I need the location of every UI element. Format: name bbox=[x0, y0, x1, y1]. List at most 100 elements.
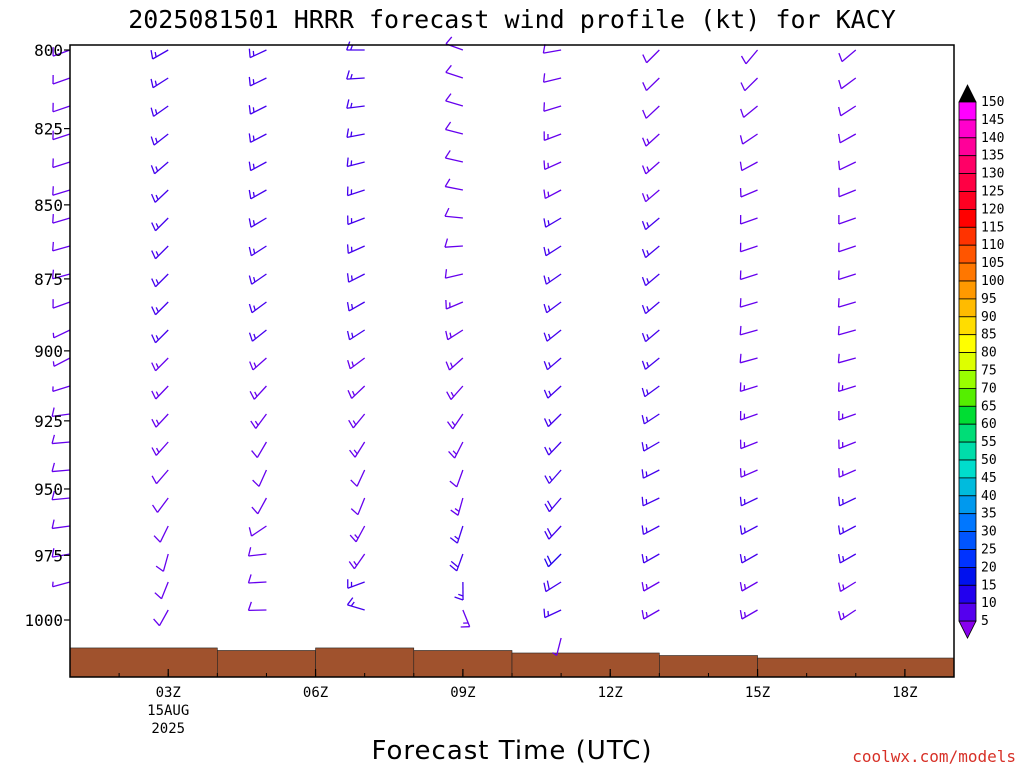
colorbar-label-125: 125 bbox=[981, 185, 1004, 200]
wind-barb bbox=[52, 102, 71, 113]
colorbar-swatch bbox=[958, 101, 977, 121]
wind-barb bbox=[51, 490, 71, 501]
wind-barb bbox=[248, 301, 267, 314]
colorbar-label-110: 110 bbox=[981, 238, 1004, 253]
wind-barb bbox=[739, 553, 758, 564]
wind-barb bbox=[51, 581, 71, 588]
wind-barb bbox=[837, 270, 856, 281]
colorbar-label-20: 20 bbox=[981, 560, 997, 575]
wind-barb bbox=[641, 385, 660, 398]
wind-barb bbox=[151, 273, 169, 288]
colorbar-label-85: 85 bbox=[981, 328, 997, 343]
wind-barb bbox=[248, 48, 267, 59]
wind-barb bbox=[838, 496, 857, 507]
colorbar-label-10: 10 bbox=[981, 596, 997, 611]
wind-barb bbox=[838, 468, 857, 478]
y-tick-label-1000: 1000 bbox=[24, 611, 63, 630]
wind-barb bbox=[151, 441, 169, 456]
wind-barb bbox=[641, 357, 660, 370]
colorbar-bottom-arrow bbox=[958, 620, 977, 639]
colorbar-label-90: 90 bbox=[981, 310, 997, 325]
colorbar-swatch bbox=[958, 262, 977, 282]
colorbar-swatch bbox=[958, 137, 977, 157]
wind-barb bbox=[151, 497, 169, 513]
wind-barb bbox=[543, 273, 562, 285]
wind-barb bbox=[52, 158, 71, 169]
colorbar-label-100: 100 bbox=[981, 274, 1004, 289]
colorbar-swatch bbox=[958, 191, 977, 210]
colorbar-swatch bbox=[958, 119, 977, 139]
wind-barb bbox=[250, 413, 267, 429]
terrain-segment-4 bbox=[511, 652, 660, 678]
colorbar-swatch bbox=[958, 387, 977, 407]
wind-barb bbox=[347, 357, 366, 370]
wind-barb bbox=[248, 245, 267, 257]
wind-barb bbox=[445, 64, 464, 79]
wind-barb bbox=[346, 244, 365, 254]
colorbar-label-75: 75 bbox=[981, 364, 997, 379]
wind-barb bbox=[449, 525, 464, 544]
y-tick-label-800: 800 bbox=[34, 41, 63, 60]
wind-barb bbox=[150, 49, 169, 60]
wind-barb bbox=[349, 441, 366, 458]
wind-barb bbox=[739, 270, 758, 281]
wind-barb bbox=[543, 102, 562, 112]
wind-barb bbox=[739, 215, 758, 225]
colorbar-swatch bbox=[958, 316, 977, 336]
y-tick-label-825: 825 bbox=[34, 120, 63, 139]
wind-barb bbox=[450, 497, 464, 516]
x-axis: 03Z 15AUG 2025 06Z 09Z 12Z 15Z 18Z bbox=[118, 669, 918, 737]
wind-barb bbox=[52, 241, 71, 252]
colorbar-swatch bbox=[958, 352, 977, 371]
wind-barb bbox=[642, 77, 660, 91]
terrain-segment-1 bbox=[217, 650, 316, 678]
wind-barb bbox=[543, 131, 562, 141]
wind-barb bbox=[641, 553, 660, 564]
wind-barb bbox=[52, 47, 71, 57]
wind-barb bbox=[346, 99, 365, 109]
wind-barb bbox=[444, 121, 464, 135]
wind-barb bbox=[249, 357, 267, 371]
colorbar-label-55: 55 bbox=[981, 435, 997, 450]
wind-barb bbox=[446, 413, 464, 430]
x-tick-label-12: 12Z bbox=[598, 685, 623, 701]
wind-barb bbox=[248, 76, 267, 87]
wind-barb bbox=[641, 273, 660, 287]
terrain-segment-2 bbox=[315, 647, 415, 678]
wind-barb bbox=[448, 441, 464, 459]
wind-barb bbox=[248, 189, 267, 200]
y-tick-label-875: 875 bbox=[34, 270, 63, 289]
wind-barb bbox=[444, 178, 464, 191]
wind-barb bbox=[150, 189, 169, 203]
wind-barb bbox=[837, 298, 856, 308]
colorbar-label-105: 105 bbox=[981, 256, 1004, 271]
wind-barb bbox=[151, 357, 169, 372]
wind-barb bbox=[544, 469, 562, 484]
wind-barb bbox=[739, 382, 758, 393]
wind-barb bbox=[445, 329, 464, 341]
wind-barb bbox=[52, 329, 71, 339]
y-tick-label-975: 975 bbox=[34, 546, 63, 565]
colorbar-swatch bbox=[958, 549, 977, 568]
wind-barb bbox=[252, 469, 268, 487]
wind-barb bbox=[52, 214, 71, 224]
wind-barb bbox=[838, 609, 857, 621]
wind-barb bbox=[837, 353, 856, 364]
wind-barb bbox=[543, 413, 562, 428]
wind-barb bbox=[155, 553, 169, 572]
wind-barb bbox=[641, 161, 660, 175]
wind-barb bbox=[641, 525, 660, 535]
wind-barb bbox=[51, 269, 71, 280]
wind-barb bbox=[837, 553, 857, 564]
wind-barb bbox=[739, 609, 758, 620]
wind-barb bbox=[52, 130, 71, 141]
wind-barb bbox=[445, 93, 464, 107]
wind-barb bbox=[346, 597, 365, 611]
colorbar-label-5: 5 bbox=[981, 614, 989, 629]
colorbar-label-120: 120 bbox=[981, 202, 1004, 217]
wind-barb bbox=[52, 74, 71, 85]
wind-barb bbox=[838, 160, 857, 171]
colorbar-swatch bbox=[958, 602, 977, 622]
wind-barb bbox=[542, 73, 562, 83]
x-axis-title: Forecast Time (UTC) bbox=[371, 736, 652, 766]
